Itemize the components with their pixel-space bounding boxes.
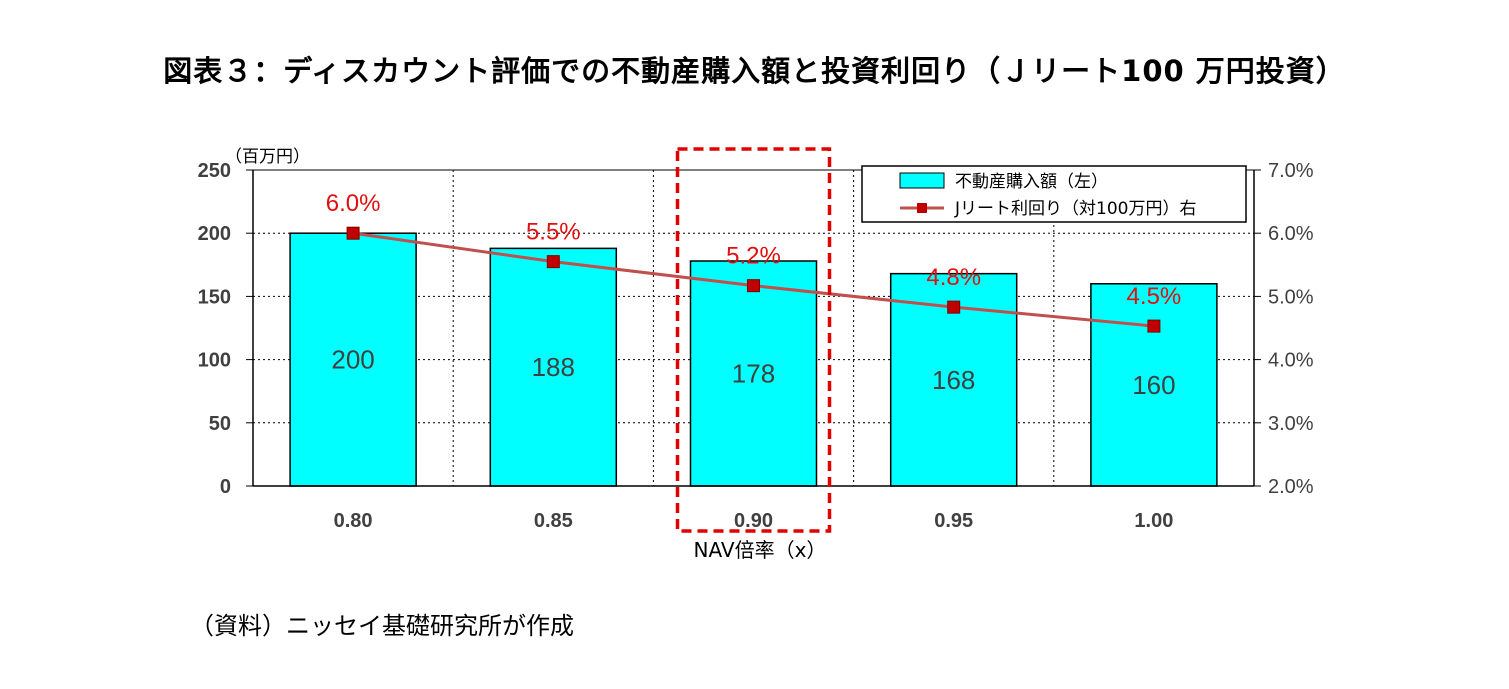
y2-tick-label: 4.0% [1268, 350, 1314, 372]
legend-line-label: Jリート利回り（対100万円）右 [954, 199, 1196, 219]
y-tick-label: 250 [198, 160, 231, 182]
source-note: （資料）ニッセイ基礎研究所が作成 [190, 612, 574, 640]
highlight-0.90 [675, 147, 832, 533]
y2-tick-label: 3.0% [1268, 413, 1314, 435]
legend: 不動産購入額（左） Jリート利回り（対100万円）右 [861, 165, 1247, 223]
bar-value-label: 160 [1132, 370, 1175, 400]
yield-value-label: 4.8% [926, 264, 981, 291]
y-tick-label: 50 [209, 413, 231, 435]
bar-value-label: 178 [732, 359, 775, 389]
y-axis-unit: （百万円） [225, 147, 310, 167]
bar-value-label: 188 [532, 352, 575, 382]
yield-value-label: 5.2% [726, 243, 781, 270]
yield-marker [546, 255, 560, 269]
legend-line-marker [917, 203, 927, 213]
axes: 0 50 100 150 200 250 2.0% 3.0% 4.0% 5.0% 6.0% 7.0% 0… [198, 160, 1314, 532]
legend-bar-label: 不動産購入額（左） [955, 172, 1108, 192]
x-axis-label: NAV倍率（x） [694, 538, 827, 562]
y-tick-label: 0 [220, 476, 231, 498]
x-tick-label: 0.80 [334, 510, 373, 532]
y-tick-label: 150 [198, 286, 231, 308]
y2-tick-label: 6.0% [1268, 223, 1314, 245]
bar-0.85 [489, 247, 618, 487]
yield-line [346, 226, 1161, 333]
x-tick-label: 0.90 [734, 510, 773, 532]
yield-value-label: 6.0% [326, 190, 381, 217]
x-tick-label: 0.95 [934, 510, 973, 532]
y2-tick-label: 5.0% [1268, 286, 1314, 308]
yield-marker [947, 300, 961, 314]
yield-value-label: 5.5% [526, 219, 581, 246]
y-tick-label: 200 [198, 223, 231, 245]
yield-marker [346, 226, 360, 240]
yield-value-label: 4.5% [1127, 283, 1182, 310]
y2-tick-label: 2.0% [1268, 476, 1314, 498]
yield-marker [747, 279, 760, 293]
legend-bar-swatch [899, 172, 945, 189]
bar-0.90 [689, 260, 818, 487]
data-labels: 200 188 178 168 160 6.0% 5.5% 5.2% 4.8% 4.5% [326, 190, 1182, 400]
highlight-box [675, 147, 832, 533]
yield-marker [1147, 319, 1161, 333]
bar-1.00 [1090, 283, 1218, 487]
y2-tick-label: 7.0% [1268, 160, 1314, 182]
bar-value-label: 168 [932, 365, 975, 395]
bars [289, 232, 1218, 487]
x-tick-label: 1.00 [1134, 510, 1173, 532]
y-tick-label: 100 [198, 350, 231, 372]
bar-value-label: 200 [331, 345, 374, 375]
x-tick-label: 0.85 [534, 510, 573, 532]
chart-title: 図表３：ディスカウント評価での不動産購入額と投資利回り（Ｊリート100 万円投資… [163, 54, 1346, 88]
